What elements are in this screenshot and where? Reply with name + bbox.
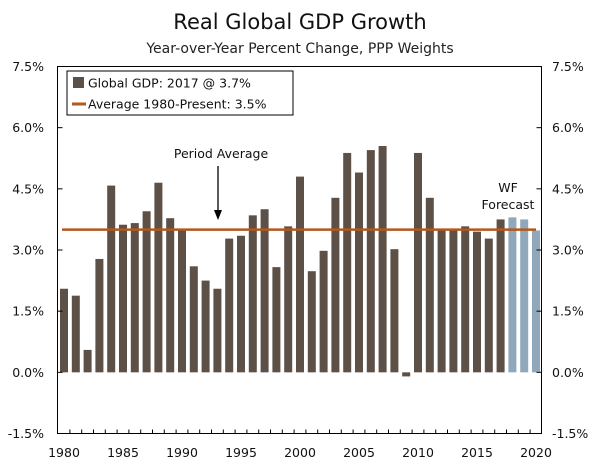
- bar-1987: [142, 211, 151, 373]
- bar-1993: [213, 288, 222, 373]
- legend-label-gdp: Global GDP: 2017 @ 3.7%: [88, 76, 251, 91]
- period-average-arrowhead: [214, 210, 222, 220]
- y-tick-left-label: 7.5%: [12, 59, 44, 74]
- x-tick-label: 1985: [107, 445, 139, 460]
- bar-2004: [343, 152, 352, 373]
- y-tick-left-label: -1.5%: [8, 426, 44, 441]
- bar-1992: [201, 280, 210, 373]
- bar-2017: [496, 219, 505, 373]
- y-tick-left-label: 6.0%: [12, 120, 44, 135]
- y-tick-right-label: 3.0%: [552, 243, 584, 258]
- bar-2007: [378, 146, 387, 373]
- bar-2006: [366, 150, 375, 373]
- legend-box: [66, 70, 294, 116]
- wf-annotation: WF: [498, 180, 518, 195]
- bar-2010: [414, 152, 422, 373]
- bar-1983: [95, 258, 104, 373]
- bar-2013: [449, 230, 458, 373]
- bar-1990: [178, 230, 186, 373]
- y-tick-right-label: 7.5%: [552, 59, 584, 74]
- bars-group: [60, 146, 540, 377]
- bar-2009: [402, 372, 411, 377]
- y-tick-left-label: 3.0%: [12, 243, 44, 258]
- x-tick-label: 2015: [461, 445, 493, 460]
- bar-2011: [425, 197, 434, 373]
- bar-1981: [71, 295, 80, 373]
- bar-1986: [130, 223, 139, 373]
- y-tick-left-label: 0.0%: [12, 365, 44, 380]
- chart-subtitle: Year-over-Year Percent Change, PPP Weigh…: [146, 41, 454, 57]
- legend-label-average: Average 1980-Present: 3.5%: [88, 97, 267, 112]
- forecast-bar-2020: [532, 230, 540, 373]
- bar-1994: [225, 238, 234, 373]
- bar-1980: [60, 288, 68, 373]
- bar-1982: [83, 349, 92, 373]
- bar-2001: [307, 271, 316, 373]
- bar-1999: [284, 226, 293, 373]
- bar-1991: [189, 266, 198, 373]
- bar-1995: [237, 235, 245, 373]
- bar-2014: [461, 226, 470, 373]
- x-tick-label: 2000: [284, 445, 316, 460]
- forecast-annotation: Forecast: [482, 197, 535, 212]
- bar-1998: [272, 267, 281, 373]
- legend-swatch-gdp: [73, 77, 84, 88]
- y-tick-right-label: 1.5%: [552, 304, 584, 319]
- bar-1989: [166, 218, 175, 373]
- bar-2000: [296, 176, 304, 373]
- bar-1984: [107, 185, 116, 373]
- chart-title: Real Global GDP Growth: [173, 10, 427, 34]
- x-tick-label: 1995: [225, 445, 257, 460]
- y-axis-right: 7.5% 6.0% 4.5% 3.0% 1.5% 0.0% -1.5%: [536, 59, 588, 441]
- x-tick-label: 1980: [48, 445, 80, 460]
- bar-2008: [390, 249, 399, 373]
- y-tick-right-label: 4.5%: [552, 181, 584, 196]
- bar-2005: [355, 172, 363, 373]
- y-tick-right-label: 0.0%: [552, 365, 584, 380]
- forecast-bar-2019: [520, 219, 529, 373]
- forecast-bar-2018: [508, 217, 517, 373]
- y-axis-left: 7.5% 6.0% 4.5% 3.0% 1.5% 0.0% -1.5%: [8, 59, 63, 441]
- bar-1988: [154, 182, 163, 373]
- bar-2016: [484, 238, 493, 373]
- bar-2012: [437, 229, 446, 373]
- x-axis: 1980 1985 1990 1995 2000 2005 2010 2015 2020: [48, 429, 552, 460]
- bar-2002: [319, 250, 328, 373]
- y-tick-right-label: 6.0%: [552, 120, 584, 135]
- bar-1996: [248, 215, 257, 373]
- x-tick-label: 2010: [402, 445, 434, 460]
- bar-1985: [119, 224, 127, 373]
- x-tick-label: 2020: [520, 445, 552, 460]
- y-tick-left-label: 4.5%: [12, 181, 44, 196]
- legend: Global GDP: 2017 @ 3.7% Average 1980-Pre…: [66, 70, 294, 116]
- period-average-annotation: Period Average: [174, 146, 269, 161]
- bar-1997: [260, 209, 269, 373]
- bar-2003: [331, 197, 340, 373]
- x-tick-label: 1990: [166, 445, 198, 460]
- y-tick-right-label: -1.5%: [552, 426, 588, 441]
- bar-2015: [473, 231, 481, 373]
- x-tick-label: 2005: [343, 445, 375, 460]
- y-tick-left-label: 1.5%: [12, 304, 44, 319]
